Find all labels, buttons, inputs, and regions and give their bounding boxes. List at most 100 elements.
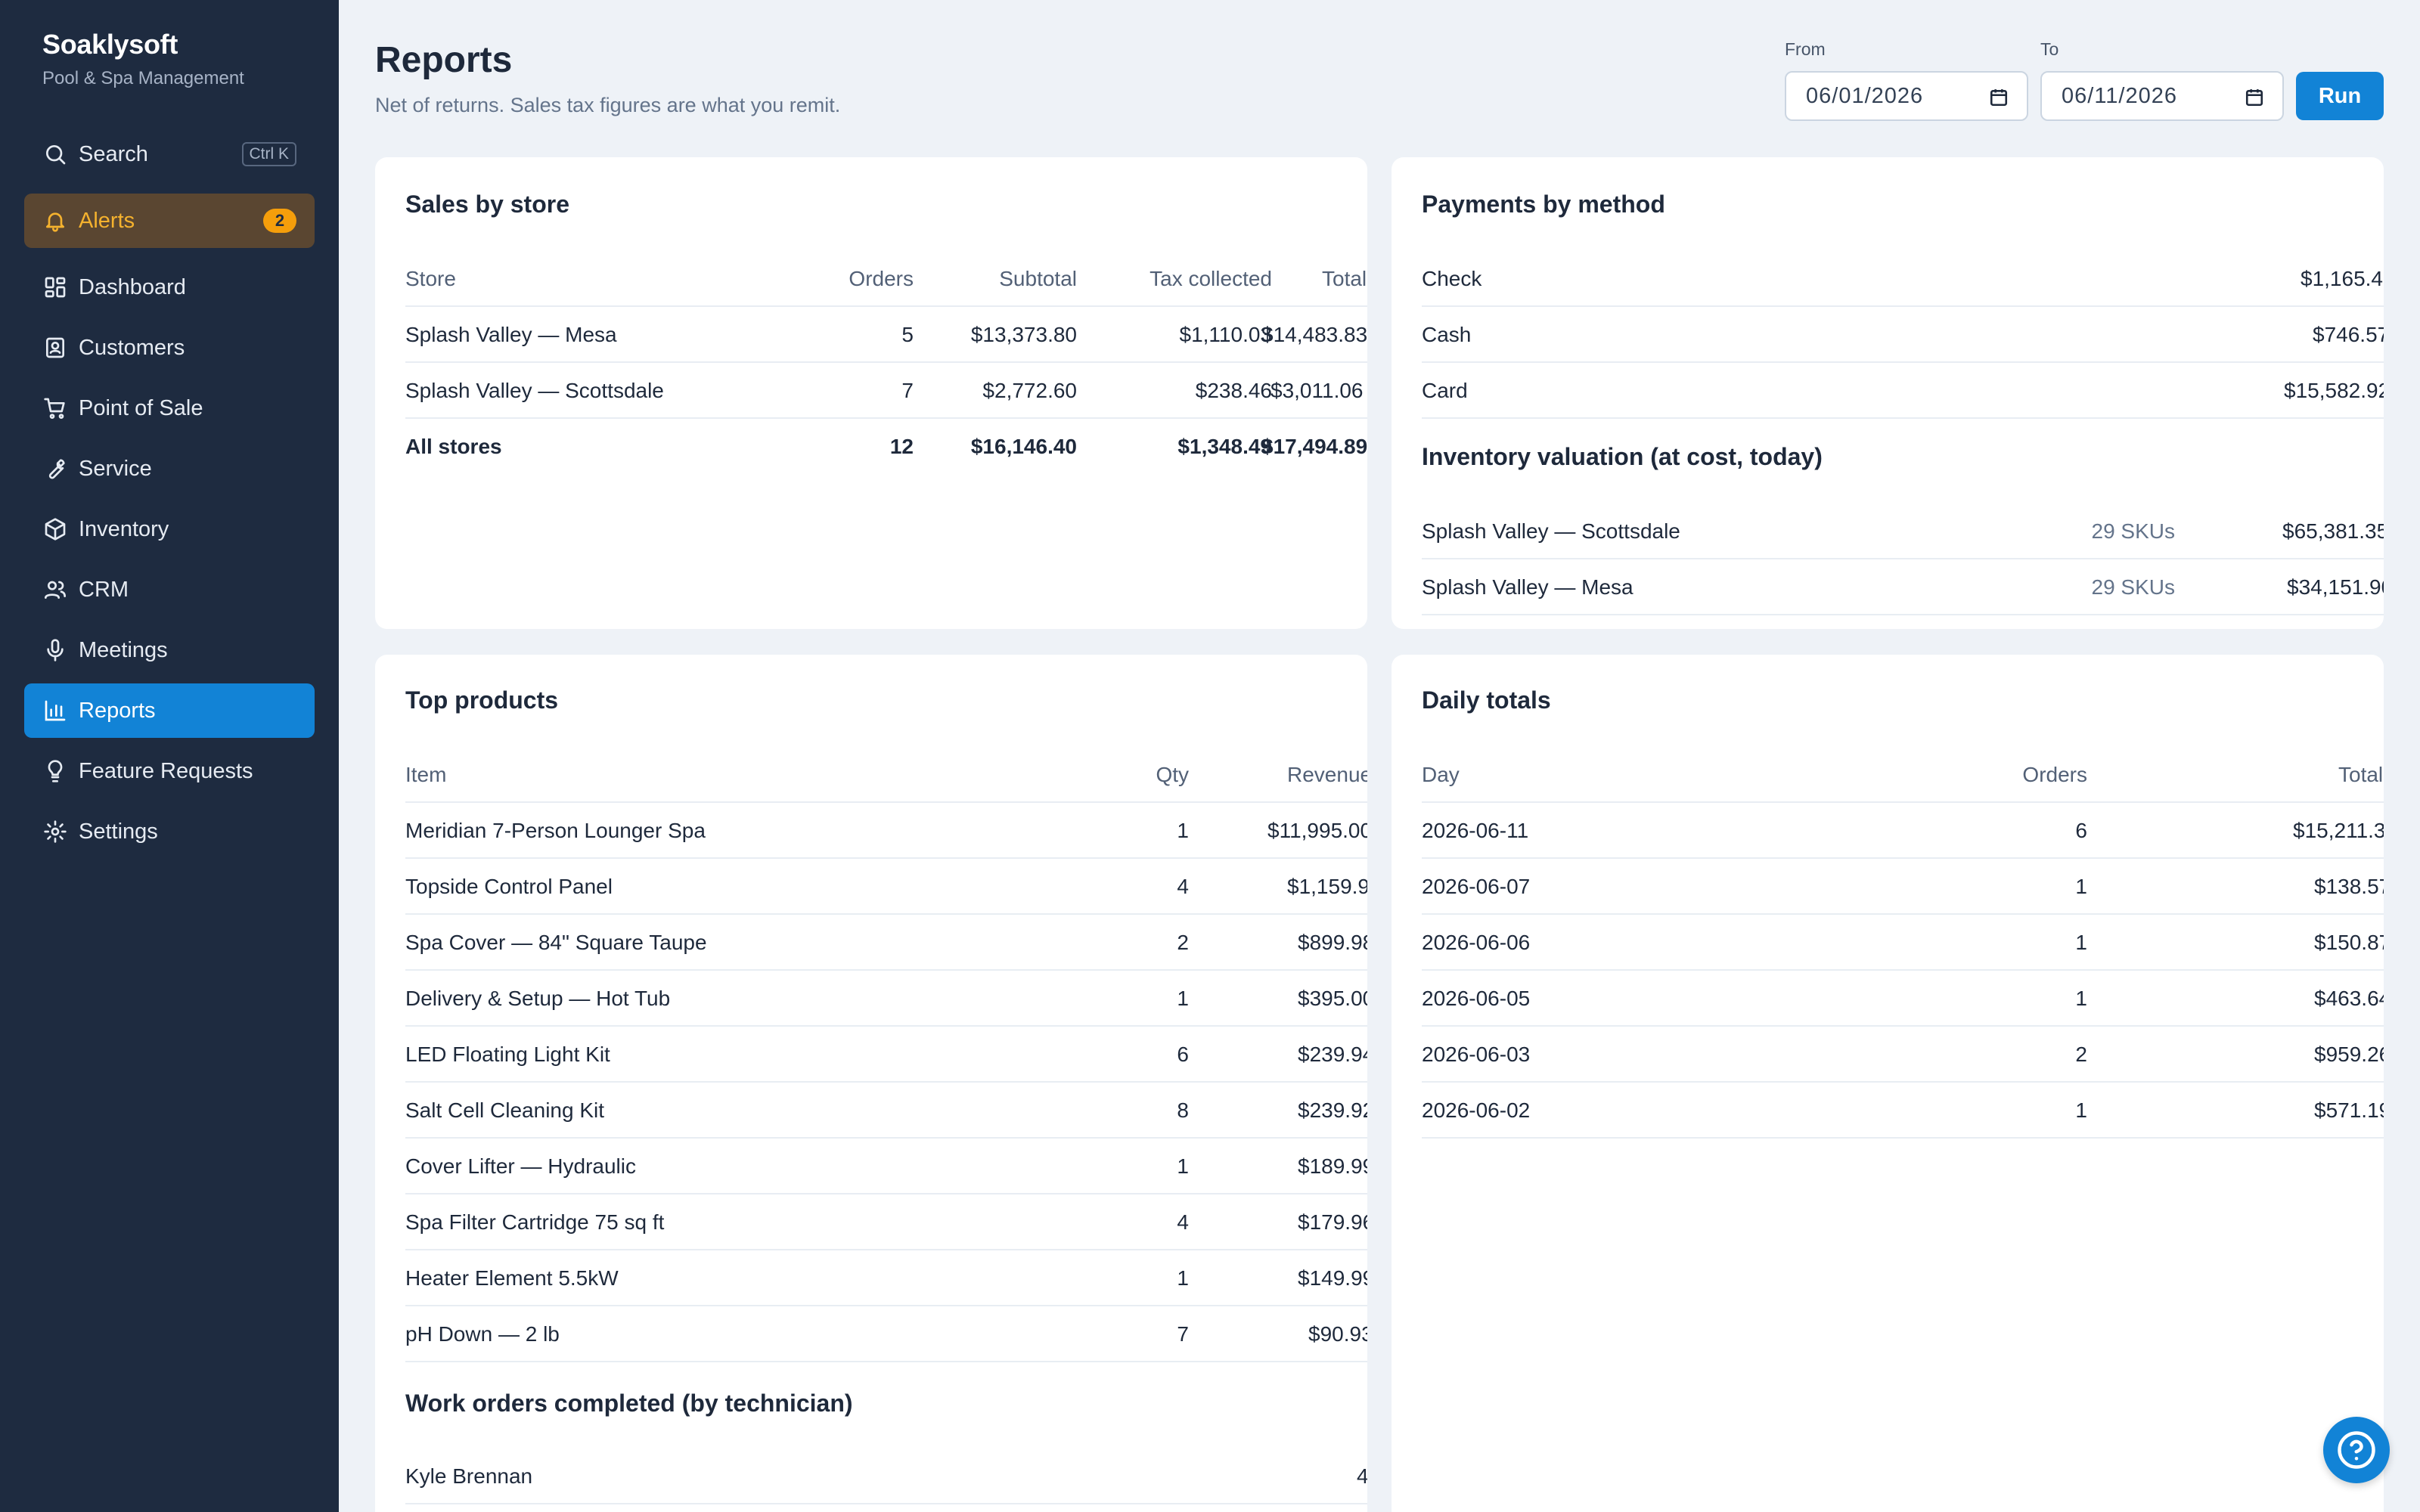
sidebar-item-label: Feature Requests [79,758,253,783]
table-row: Cover Lifter — Hydraulic 1 $189.99 [405,1139,1367,1194]
card-title: Payments by method [1422,191,1665,218]
daily-totals-table: Day Orders Total 2026-06-11 6 $15,211.36… [1422,747,2384,1139]
sidebar-item-customers[interactable]: Customers [24,321,315,375]
product-name: Topside Control Panel [405,875,613,898]
payment-method: Card [1422,379,1468,402]
inventory-value: $34,151.90 [2287,575,2384,599]
total: $3,011.06 [1270,379,1364,402]
wrench-icon [42,456,68,482]
to-date-input[interactable]: 06/11/2026 [2040,71,2284,121]
product-revenue: $899.98 [1298,931,1367,954]
sales-by-store-table: Store Orders Subtotal Tax collected Tota… [405,251,1367,475]
table-total-row: All stores 12 $16,146.40 $1,348.49 $17,4… [405,419,1367,475]
daily-totals-card: Daily totals Day Orders Total 2026-06-11… [1392,655,2384,1512]
daily-total: $15,211.36 [2293,819,2384,842]
technician-name: Kyle Brennan [405,1464,533,1488]
order-count: 1 [2075,1098,2087,1122]
sidebar-search[interactable]: Search Ctrl K [24,127,315,181]
order-count: 12 [889,435,914,458]
sidebar-item-feature-requests[interactable]: Feature Requests [24,744,315,798]
product-name: Heater Element 5.5kW [405,1266,619,1290]
from-label: From [1785,39,1826,59]
table-row: Salt Cell Cleaning Kit 8 $239.92 [405,1083,1367,1139]
sku-count: 29 SKUs [2091,519,2176,543]
run-button[interactable]: Run [2296,72,2384,120]
calendar-icon[interactable] [1989,88,2009,107]
store-name: All stores [405,435,502,458]
table-row: Splash Valley — Mesa 29 SKUs $34,151.90 [1422,559,2384,615]
lightbulb-icon [42,758,68,784]
sidebar-item-crm[interactable]: CRM [24,562,315,617]
bell-icon [42,208,68,234]
product-qty: 8 [1177,1098,1189,1122]
daily-total: $959.26 [2314,1043,2384,1066]
sidebar-item-label: Inventory [79,516,169,541]
product-qty: 1 [1177,1154,1189,1178]
brand[interactable]: Soaklysoft Pool & Spa Management [42,29,244,89]
sidebar-item-reports[interactable]: Reports [24,683,315,738]
table-row: Check $1,165.40 [1422,251,2384,307]
payment-method: Check [1422,267,1482,290]
payment-amount: $746.57 [2313,323,2384,346]
product-revenue: $149.99 [1298,1266,1367,1290]
to-date-value: 06/11/2026 [2062,83,2177,108]
table-header-row: Day Orders Total [1422,747,2384,803]
page-subtitle: Net of returns. Sales tax figures are wh… [375,94,841,116]
payment-method: Cash [1422,323,1472,346]
table-row: pH Down — 2 lb 7 $90.93 [405,1306,1367,1362]
alerts-count-badge: 2 [263,209,296,233]
sidebar-item-settings[interactable]: Settings [24,804,315,859]
from-date-input[interactable]: 06/01/2026 [1785,71,2028,121]
product-name: pH Down — 2 lb [405,1322,560,1346]
product-revenue: $11,995.00 [1267,819,1367,842]
payment-amount: $1,165.40 [2301,267,2384,290]
column-header: Orders [2022,763,2087,786]
daily-total: $138.57 [2314,875,2384,898]
table-row: 2026-06-02 1 $571.19 [1422,1083,2384,1139]
tax-collected: $1,348.49 [1177,435,1272,458]
day: 2026-06-05 [1422,987,1531,1010]
help-button[interactable] [2323,1417,2390,1483]
sidebar-item-service[interactable]: Service [24,442,315,496]
sidebar-item-point-of-sale[interactable]: Point of Sale [24,381,315,435]
table-row: Splash Valley — Scottsdale 7 $2,772.60 $… [405,363,1367,419]
sidebar-item-dashboard[interactable]: Dashboard [24,260,315,314]
product-qty: 1 [1177,987,1189,1010]
column-header: Tax collected [1150,267,1272,290]
payments-table: Check $1,165.40 Cash $746.57 Card $15,58… [1422,251,2384,419]
day: 2026-06-11 [1422,819,1529,842]
brand-subtitle: Pool & Spa Management [42,68,244,88]
table-row: Card $15,582.92 [1422,363,2384,419]
product-name: Meridian 7-Person Lounger Spa [405,819,706,842]
calendar-icon[interactable] [2245,88,2264,107]
table-row: Cash $746.57 [1422,307,2384,363]
tax-collected: $1,110.03 [1179,323,1273,346]
sidebar-item-label: Service [79,456,152,481]
subtotal: $2,772.60 [982,379,1077,402]
table-row: 2026-06-05 1 $463.64 [1422,971,2384,1027]
cart-icon [42,395,68,421]
inventory-valuation-title: Inventory valuation (at cost, today) [1422,443,1823,470]
card-title: Daily totals [1422,686,1551,714]
to-label: To [2040,39,2059,59]
product-revenue: $239.94 [1298,1043,1367,1066]
sidebar-item-meetings[interactable]: Meetings [24,623,315,677]
table-row: Splash Valley — Scottsdale 29 SKUs $65,3… [1422,503,2384,559]
product-qty: 7 [1177,1322,1189,1346]
column-header: Day [1422,763,1460,786]
table-row: Spa Cover — 84" Square Taupe 2 $899.98 [405,915,1367,971]
users-icon [42,577,68,603]
order-count: 6 [2075,819,2087,842]
sidebar-item-label: Point of Sale [79,395,203,420]
sidebar-item-inventory[interactable]: Inventory [24,502,315,556]
sidebar-item-label: Meetings [79,637,168,662]
from-date-value: 06/01/2026 [1806,83,1924,108]
gear-icon [42,819,68,844]
product-name: Cover Lifter — Hydraulic [405,1154,636,1178]
product-qty: 4 [1177,875,1189,898]
table-row: Meridian 7-Person Lounger Spa 1 $11,995.… [405,803,1367,859]
sidebar-item-alerts[interactable]: Alerts 2 [24,194,315,248]
column-header: Total [2338,763,2384,786]
total: $14,483.83 [1261,323,1367,346]
product-revenue: $1,159.96 [1287,875,1367,898]
